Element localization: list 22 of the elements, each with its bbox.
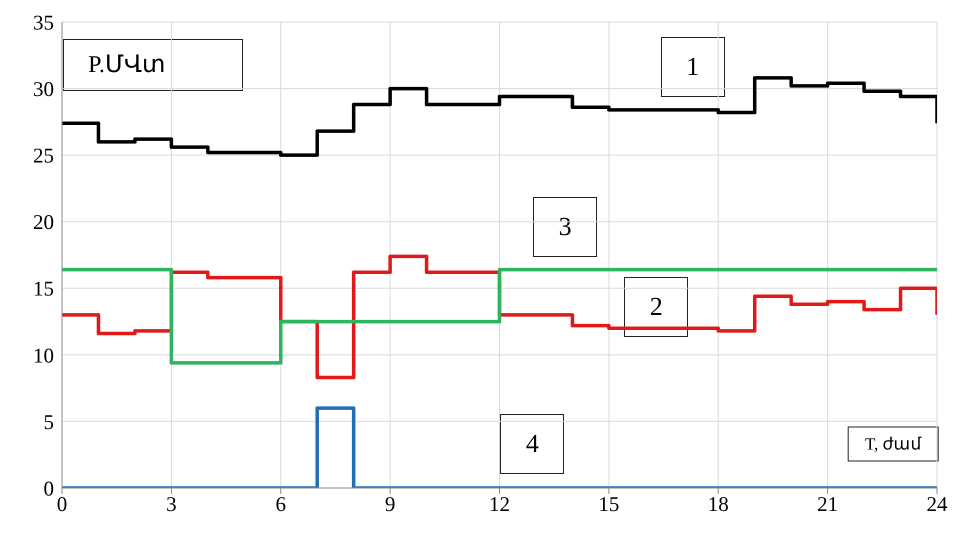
x-tick-label: 18	[708, 492, 729, 516]
x-tick-label: 21	[817, 492, 838, 516]
y-tick-label: 30	[33, 77, 54, 102]
text-box: 4	[500, 414, 564, 474]
y-tick-label: 10	[33, 343, 54, 368]
x-tick-label: 24	[926, 492, 948, 516]
x-tick-label: 9	[384, 492, 396, 516]
x-tick-label: 12	[489, 492, 510, 516]
y-tick-label: 5	[44, 410, 54, 434]
y-tick-label: 20	[33, 210, 54, 234]
y-tick-label: 15	[33, 276, 54, 301]
x-tick-label: 6	[276, 492, 286, 516]
y-tick-label: 0	[44, 476, 54, 500]
y-tick-label: 25	[33, 144, 54, 168]
text-box: 3	[533, 197, 598, 258]
y-tick-label: 35	[33, 10, 54, 34]
text-box: 1	[660, 37, 725, 98]
text-box: T, ժամ	[848, 426, 939, 462]
text-box: 2	[624, 276, 688, 337]
text-box: P.ՄՎտ	[63, 38, 244, 91]
x-tick-label: 3	[166, 492, 177, 516]
x-tick-label: 15	[598, 492, 620, 516]
